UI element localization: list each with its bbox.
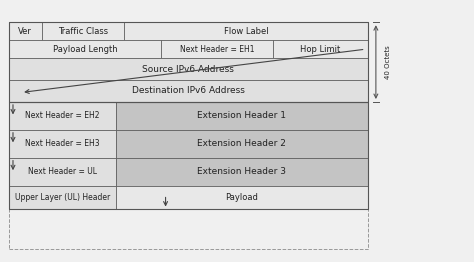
Bar — [9, 80, 368, 102]
Bar — [9, 40, 162, 58]
Text: Source IPv6 Address: Source IPv6 Address — [142, 65, 234, 74]
Bar — [9, 210, 368, 249]
Bar — [124, 22, 368, 40]
Bar — [116, 185, 368, 210]
Bar — [9, 102, 116, 130]
Text: Next Header = EH2: Next Header = EH2 — [25, 111, 100, 120]
Text: Extension Header 3: Extension Header 3 — [197, 167, 286, 176]
Bar — [9, 130, 116, 158]
Bar — [116, 130, 368, 158]
Bar — [116, 102, 368, 130]
Text: Next Header = UL: Next Header = UL — [28, 167, 97, 176]
Bar — [9, 58, 368, 80]
Bar — [9, 22, 42, 40]
Bar — [9, 102, 368, 210]
Text: Next Header = EH3: Next Header = EH3 — [25, 139, 100, 148]
Bar — [116, 158, 368, 185]
Text: Destination IPv6 Address: Destination IPv6 Address — [132, 86, 245, 95]
Text: Next Header = EH1: Next Header = EH1 — [180, 45, 255, 54]
Text: Payload Length: Payload Length — [53, 45, 118, 54]
Text: Hop Limit: Hop Limit — [300, 45, 340, 54]
Bar — [9, 22, 368, 102]
Text: Extension Header 1: Extension Header 1 — [197, 111, 286, 120]
Text: Traffic Class: Traffic Class — [58, 27, 108, 36]
Text: Payload: Payload — [226, 193, 258, 202]
Bar — [162, 40, 273, 58]
Text: Ver: Ver — [18, 27, 32, 36]
Bar — [273, 40, 368, 58]
Bar — [9, 158, 116, 185]
Bar — [9, 185, 116, 210]
Text: Extension Header 2: Extension Header 2 — [197, 139, 286, 148]
Text: Upper Layer (UL) Header: Upper Layer (UL) Header — [15, 193, 110, 202]
Text: 40 Octets: 40 Octets — [385, 45, 391, 79]
Bar — [42, 22, 124, 40]
Text: Flow Label: Flow Label — [224, 27, 268, 36]
